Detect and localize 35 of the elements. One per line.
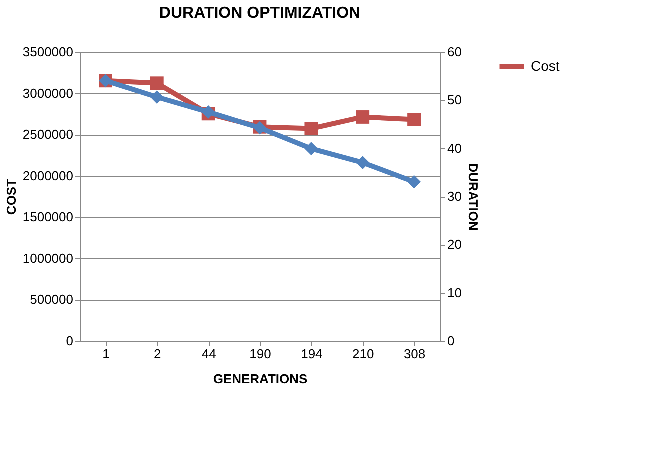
legend-label: Cost (531, 58, 560, 74)
y-tick-label: 500000 (30, 292, 74, 308)
y-tick-label: 3500000 (22, 44, 74, 60)
point (356, 156, 370, 170)
point (150, 76, 164, 90)
y2-tick-label: 40 (448, 140, 462, 156)
point (304, 122, 318, 136)
y2-axis-title: DURATION (466, 163, 481, 231)
chart-title: DURATION OPTIMIZATION (159, 5, 361, 22)
y2-tick-label: 50 (448, 92, 462, 108)
y-axis-title: COST (4, 178, 19, 216)
point (408, 113, 421, 126)
y2-tick-label: 0 (448, 334, 455, 348)
y2-tick-label: 60 (448, 44, 462, 60)
point (150, 90, 164, 104)
x-tick-label: 1 (102, 346, 110, 362)
point (356, 110, 370, 124)
y-tick-label: 2000000 (22, 168, 74, 184)
y2-tick-label: 10 (448, 285, 462, 300)
x-tick-label: 210 (352, 346, 374, 362)
y2-tick-label: 20 (448, 237, 462, 252)
point (304, 142, 318, 156)
y-tick-label: 3000000 (22, 86, 74, 101)
y-tick-label: 2500000 (22, 127, 74, 142)
point (408, 175, 421, 189)
x-tick-label: 194 (301, 346, 323, 362)
x-tick-label: 44 (202, 346, 216, 362)
y-tick-label: 1000000 (22, 250, 74, 266)
x-tick-label: 2 (154, 346, 162, 362)
x-axis-title: GENERATIONS (213, 372, 308, 386)
x-tick-label: 308 (404, 346, 426, 362)
x-tick-label: 190 (250, 346, 272, 362)
y2-tick-label: 30 (448, 189, 462, 204)
y-tick-label: 0 (66, 334, 74, 348)
y-tick-label: 1500000 (22, 210, 74, 225)
